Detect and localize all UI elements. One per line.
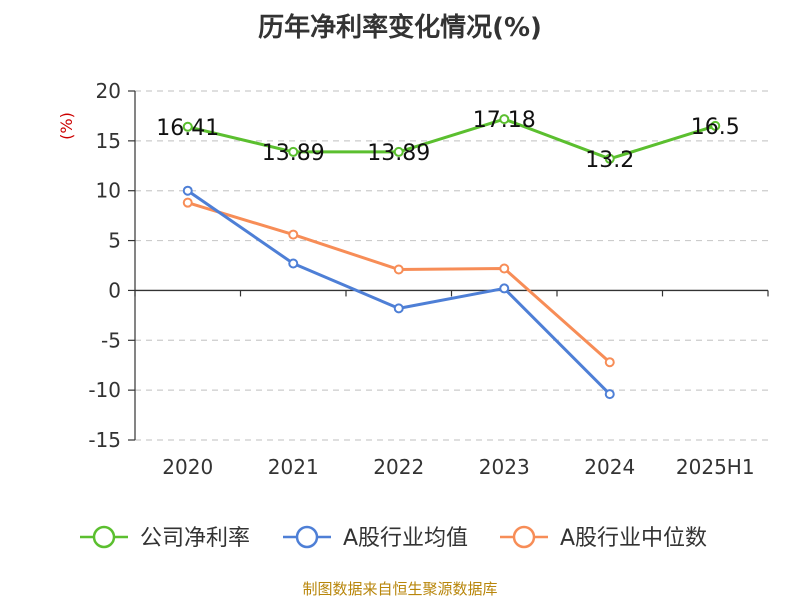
- x-tick-label: 2023: [479, 455, 530, 479]
- grid-lines: [135, 90, 768, 441]
- data-point: [182, 197, 193, 208]
- data-point: [393, 264, 404, 275]
- data-point: [182, 121, 193, 132]
- y-tick-label: -15: [88, 428, 121, 452]
- legend-label: 公司净利率: [140, 526, 250, 551]
- data-point: [393, 146, 404, 157]
- x-tick-label: 2022: [373, 455, 424, 479]
- data-point: [288, 229, 299, 240]
- y-tick-label: -5: [101, 328, 121, 352]
- series-lines: [182, 114, 721, 400]
- data-point: [499, 263, 510, 274]
- y-tick-label: 10: [96, 179, 121, 203]
- data-point: [710, 120, 721, 131]
- legend-marker: [295, 525, 319, 549]
- y-tick-label: -10: [88, 378, 121, 402]
- x-tick-label: 2021: [268, 455, 319, 479]
- y-tick-label: 20: [96, 79, 121, 103]
- legend-marker: [512, 525, 536, 549]
- axes: 20 15 10 5 0 -5 -10 -15 2020 2021 2022 2023 2024 2025…: [88, 79, 769, 479]
- data-point: [499, 283, 510, 294]
- data-point: [604, 357, 615, 368]
- data-labels: 16.41 13.89 13.89 17.18 13.2 16.5: [156, 108, 739, 173]
- legend-marker: [92, 525, 116, 549]
- data-label: 17.18: [473, 108, 536, 133]
- x-tick-label: 2024: [584, 455, 635, 479]
- data-point: [604, 389, 615, 400]
- data-point: [182, 185, 193, 196]
- data-label: 13.89: [367, 141, 430, 166]
- source-footer: 制图数据来自恒生聚源数据库: [302, 580, 497, 598]
- series-line-2: [187, 201, 611, 364]
- legend-label: A股行业中位数: [560, 526, 707, 551]
- legend: 公司净利率 A股行业均值 A股行业中位数: [80, 525, 707, 551]
- x-tick-label: 2020: [162, 455, 213, 479]
- data-point: [499, 114, 510, 125]
- y-axis-label: (%): [57, 112, 76, 140]
- data-point: [288, 258, 299, 269]
- y-tick-label: 5: [108, 229, 121, 253]
- chart-title: 历年净利率变化情况(%): [258, 12, 542, 43]
- legend-label: A股行业均值: [343, 526, 468, 551]
- y-tick-label: 0: [108, 278, 121, 302]
- data-point: [288, 146, 299, 157]
- data-label: 13.89: [262, 141, 325, 166]
- data-label: 13.2: [585, 148, 634, 173]
- data-point: [604, 153, 615, 164]
- x-tick-label: 2025H1: [676, 455, 755, 479]
- data-label: 16.41: [156, 116, 219, 141]
- data-label: 16.5: [691, 115, 740, 140]
- data-point: [393, 303, 404, 314]
- y-tick-label: 15: [96, 129, 121, 153]
- series-line-0: [187, 117, 716, 161]
